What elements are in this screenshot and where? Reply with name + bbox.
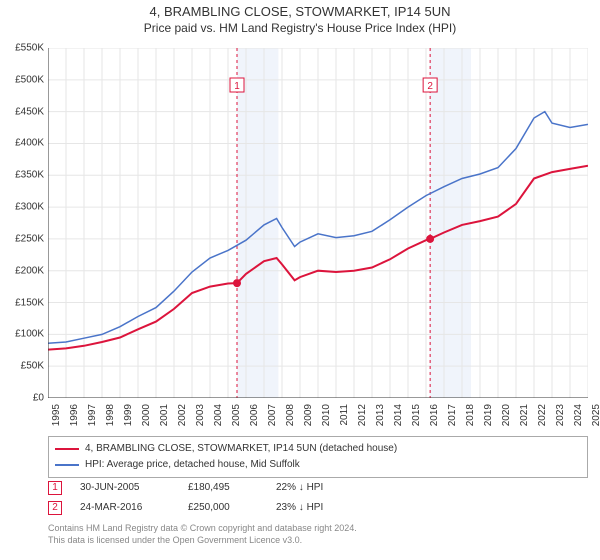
legend-label-property: 4, BRAMBLING CLOSE, STOWMARKET, IP14 5UN… xyxy=(85,441,397,457)
x-tick-label: 2014 xyxy=(393,404,404,426)
x-tick-label: 1998 xyxy=(105,404,116,426)
sale-marker-1: 1 xyxy=(48,481,62,495)
y-tick-label: £0 xyxy=(33,393,44,404)
legend-swatch-property xyxy=(55,448,79,450)
y-tick-label: £50K xyxy=(21,361,44,372)
legend-item-property: 4, BRAMBLING CLOSE, STOWMARKET, IP14 5UN… xyxy=(55,441,581,457)
page-root: 4, BRAMBLING CLOSE, STOWMARKET, IP14 5UN… xyxy=(0,0,600,560)
legend-swatch-hpi xyxy=(55,464,79,466)
x-tick-label: 2011 xyxy=(339,404,350,426)
y-tick-label: £400K xyxy=(15,138,44,149)
y-tick-label: £150K xyxy=(15,297,44,308)
x-tick-label: 1995 xyxy=(51,404,62,426)
sale-marker-2: 2 xyxy=(48,501,62,515)
x-tick-label: 2021 xyxy=(519,404,530,426)
x-tick-label: 2002 xyxy=(177,404,188,426)
x-tick-label: 2010 xyxy=(321,404,332,426)
x-tick-label: 2004 xyxy=(213,404,224,426)
attribution: Contains HM Land Registry data © Crown c… xyxy=(48,522,588,546)
attribution-line2: This data is licensed under the Open Gov… xyxy=(48,534,588,546)
x-tick-label: 2007 xyxy=(267,404,278,426)
y-tick-label: £550K xyxy=(15,43,44,54)
x-tick-label: 2020 xyxy=(501,404,512,426)
y-tick-label: £450K xyxy=(15,106,44,117)
chart-title-subtitle: Price paid vs. HM Land Registry's House … xyxy=(0,21,600,35)
x-tick-label: 2016 xyxy=(429,404,440,426)
sale-hpi-2: 23% ↓ HPI xyxy=(276,498,356,518)
x-tick-label: 2012 xyxy=(357,404,368,426)
x-axis-labels: 1995 1996 1997 1998 1999 2000 2001 2002 2003 2004… xyxy=(48,400,588,440)
sale-hpi-1: 22% ↓ HPI xyxy=(276,478,356,498)
x-tick-label: 2018 xyxy=(465,404,476,426)
x-tick-label: 2015 xyxy=(411,404,422,426)
sales-table: 1 30-JUN-2005 £180,495 22% ↓ HPI 2 24-MA… xyxy=(48,478,588,518)
x-tick-label: 2023 xyxy=(555,404,566,426)
x-tick-label: 2024 xyxy=(573,404,584,426)
sale-price-2: £250,000 xyxy=(188,498,258,518)
y-tick-label: £300K xyxy=(15,202,44,213)
svg-text:1: 1 xyxy=(234,81,240,92)
x-tick-label: 2025 xyxy=(591,404,600,426)
x-tick-label: 2019 xyxy=(483,404,494,426)
x-tick-label: 2000 xyxy=(141,404,152,426)
sale-date-1: 30-JUN-2005 xyxy=(80,478,170,498)
y-tick-label: £250K xyxy=(15,233,44,244)
svg-text:2: 2 xyxy=(427,81,433,92)
legend-label-hpi: HPI: Average price, detached house, Mid … xyxy=(85,457,300,473)
x-tick-label: 2003 xyxy=(195,404,206,426)
x-tick-label: 2005 xyxy=(231,404,242,426)
chart-title-address: 4, BRAMBLING CLOSE, STOWMARKET, IP14 5UN xyxy=(0,4,600,19)
chart-svg: 12 xyxy=(48,48,588,398)
x-tick-label: 1997 xyxy=(87,404,98,426)
x-tick-label: 1999 xyxy=(123,404,134,426)
x-tick-label: 2022 xyxy=(537,404,548,426)
attribution-line1: Contains HM Land Registry data © Crown c… xyxy=(48,522,588,534)
y-tick-label: £500K xyxy=(15,74,44,85)
y-tick-label: £100K xyxy=(15,329,44,340)
y-tick-label: £200K xyxy=(15,265,44,276)
sales-row-1: 1 30-JUN-2005 £180,495 22% ↓ HPI xyxy=(48,478,588,498)
chart-plot-area: 12 xyxy=(48,48,588,398)
sale-date-2: 24-MAR-2016 xyxy=(80,498,170,518)
x-tick-label: 1996 xyxy=(69,404,80,426)
x-tick-label: 2008 xyxy=(285,404,296,426)
legend-item-hpi: HPI: Average price, detached house, Mid … xyxy=(55,457,581,473)
x-tick-label: 2009 xyxy=(303,404,314,426)
legend: 4, BRAMBLING CLOSE, STOWMARKET, IP14 5UN… xyxy=(48,436,588,478)
x-tick-label: 2017 xyxy=(447,404,458,426)
sales-row-2: 2 24-MAR-2016 £250,000 23% ↓ HPI xyxy=(48,498,588,518)
sale-price-1: £180,495 xyxy=(188,478,258,498)
x-tick-label: 2006 xyxy=(249,404,260,426)
chart-title-block: 4, BRAMBLING CLOSE, STOWMARKET, IP14 5UN… xyxy=(0,0,600,35)
x-tick-label: 2013 xyxy=(375,404,386,426)
y-axis-labels: £0£50K£100K£150K£200K£250K£300K£350K£400… xyxy=(0,48,46,398)
x-tick-label: 2001 xyxy=(159,404,170,426)
y-tick-label: £350K xyxy=(15,170,44,181)
